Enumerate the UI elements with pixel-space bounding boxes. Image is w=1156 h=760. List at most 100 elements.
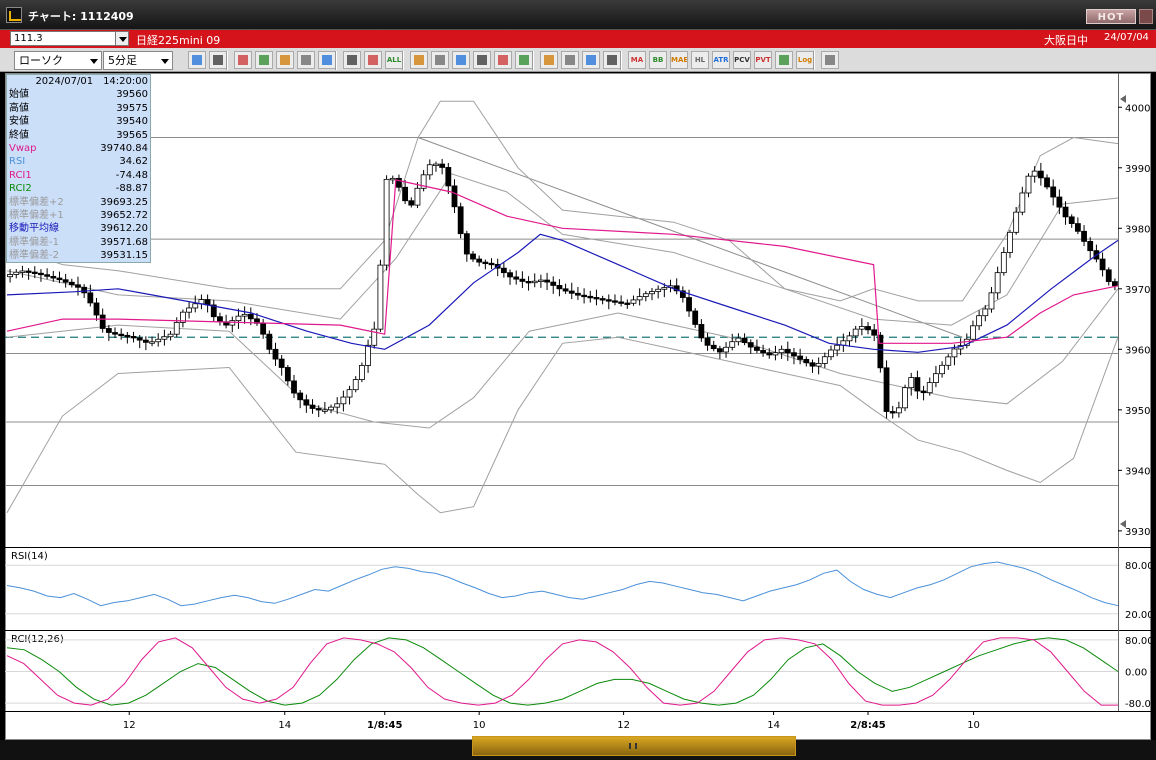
- info-value: 39571.68: [100, 236, 148, 248]
- arrows-icon[interactable]: [297, 51, 315, 69]
- candle-body: [1112, 281, 1118, 287]
- symbol-code-input[interactable]: 111.3: [10, 31, 118, 46]
- rci1-line: [6, 637, 1118, 706]
- info-row: Vwap 39740.84: [9, 142, 148, 155]
- toolbar-separator: [335, 51, 337, 70]
- blank-icon[interactable]: [318, 51, 336, 69]
- candle-body: [303, 399, 310, 406]
- palette-icon[interactable]: [582, 51, 600, 69]
- memo-icon[interactable]: [494, 51, 512, 69]
- candle-body: [908, 377, 915, 389]
- atr-icon[interactable]: ATR: [712, 51, 730, 69]
- candle-body: [192, 303, 199, 309]
- info-datetime: 2024/07/01 14:20:00: [35, 76, 148, 87]
- candle-body: [136, 337, 143, 341]
- log-icon[interactable]: Log: [796, 51, 814, 69]
- candle-body: [655, 288, 662, 292]
- chevron-down-icon: [90, 59, 98, 64]
- candle-body: [359, 365, 365, 380]
- info-label: 高値: [9, 102, 29, 114]
- chevron-down-icon: [161, 59, 169, 64]
- chevron-down-icon[interactable]: [115, 31, 129, 46]
- bollinger-lower1-line: [6, 288, 1119, 429]
- candle-body: [988, 292, 995, 310]
- candle-body: [618, 301, 625, 304]
- chart-type-select[interactable]: ローソク: [14, 51, 102, 70]
- info-label: 安値: [9, 116, 29, 128]
- tool-icon[interactable]: [561, 51, 579, 69]
- candle-body: [476, 258, 483, 263]
- zoom-icon[interactable]: [188, 51, 206, 69]
- rsi-label: RSI(14): [11, 551, 48, 562]
- mae-icon[interactable]: MAE: [670, 51, 688, 69]
- time-tick-label: 12: [123, 720, 136, 731]
- info-row: RCI2 -88.87: [9, 182, 148, 195]
- pvt-icon[interactable]: PVT: [754, 51, 772, 69]
- pcv-icon[interactable]: PCV: [733, 51, 751, 69]
- info-row: 安値 39540: [9, 115, 148, 128]
- info-label: 標準偏差+2: [9, 196, 64, 208]
- candle-body: [1000, 252, 1007, 274]
- chart-icon[interactable]: [276, 51, 294, 69]
- window-icon[interactable]: [775, 51, 793, 69]
- gear-icon[interactable]: [540, 51, 558, 69]
- undo-icon[interactable]: [473, 51, 491, 69]
- info-row: 始値 39560: [9, 88, 148, 101]
- interval-value: 5分足: [108, 54, 137, 67]
- candle-body: [124, 334, 131, 338]
- candle-body: [433, 163, 439, 166]
- ma-icon[interactable]: MA: [628, 51, 646, 69]
- all-icon[interactable]: ALL: [385, 51, 403, 69]
- chart-type-value: ローソク: [19, 54, 63, 67]
- hl-icon[interactable]: HL: [691, 51, 709, 69]
- candle-body: [346, 389, 353, 398]
- bb-icon[interactable]: BB: [649, 51, 667, 69]
- info-value: 39575: [116, 102, 148, 114]
- export-icon[interactable]: [821, 51, 839, 69]
- rsi-tick-label: 80.00: [1125, 561, 1151, 572]
- candle-pair-icon[interactable]: [364, 51, 382, 69]
- chart-area[interactable]: 40000 39900 39800 39700 39600 39500 39400 39300…: [5, 73, 1156, 740]
- info-row: 標準偏差+2 39693.25: [9, 196, 148, 209]
- price-chart[interactable]: 40000 39900 39800 39700 39600 39500 39400 39300…: [5, 73, 1156, 740]
- scroll-thumb[interactable]: [472, 736, 796, 756]
- info-row: 移動平均線 39612.20: [9, 222, 148, 235]
- trash-icon[interactable]: [515, 51, 533, 69]
- candle-body: [1013, 211, 1020, 233]
- rci-tick-label: 0.00: [1125, 668, 1147, 679]
- close-icon[interactable]: [1139, 9, 1153, 24]
- candle-body: [87, 292, 94, 304]
- candle-body: [636, 296, 643, 301]
- candle-body: [692, 310, 699, 325]
- toolbar-separator: [402, 51, 404, 70]
- candle-body: [531, 280, 538, 284]
- layout-icon[interactable]: [209, 51, 227, 69]
- candle-body: [38, 272, 44, 276]
- cursor-icon[interactable]: [452, 51, 470, 69]
- candle-icon[interactable]: [343, 51, 361, 69]
- moving-average-line: [6, 233, 1119, 353]
- info-label: 標準偏差-2: [9, 250, 59, 262]
- info-row: 標準偏差-2 39531.15: [9, 249, 148, 262]
- rsi-line: [6, 561, 1119, 607]
- candle-body: [605, 299, 612, 302]
- candle-body: [809, 362, 816, 367]
- candle-body: [217, 316, 223, 323]
- ichimoku-icon[interactable]: [603, 51, 621, 69]
- candle-body: [976, 315, 983, 327]
- magnify-icon[interactable]: [255, 51, 273, 69]
- trend-line: [417, 137, 963, 338]
- candle-body: [784, 348, 791, 354]
- info-value: 39693.25: [100, 196, 148, 208]
- interval-select[interactable]: 5分足: [103, 51, 173, 70]
- candle-body: [1087, 241, 1094, 252]
- hot-button[interactable]: HOT: [1086, 9, 1136, 24]
- candle-body: [420, 174, 427, 189]
- candle-body: [75, 284, 81, 288]
- pencil-icon[interactable]: [410, 51, 428, 69]
- line-tool-icon[interactable]: [431, 51, 449, 69]
- candle-body: [389, 177, 396, 181]
- candle-body: [328, 406, 334, 411]
- candle-body: [365, 344, 371, 366]
- shield-icon[interactable]: [234, 51, 252, 69]
